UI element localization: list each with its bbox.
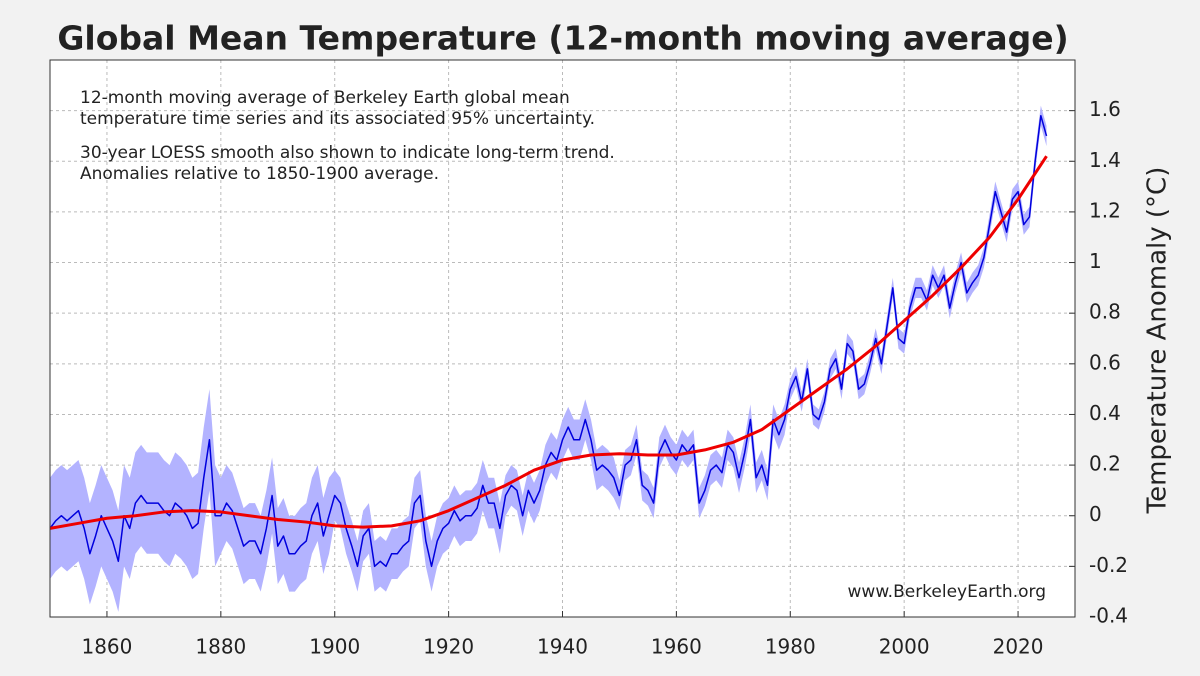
y-tick-label: 1.6	[1089, 97, 1121, 121]
chart-title: Global Mean Temperature (12-month moving…	[57, 19, 1068, 58]
x-tick-label: 1900	[309, 635, 360, 659]
y-tick-label: 0.2	[1089, 452, 1121, 476]
marks	[49, 105, 1048, 612]
x-tick-label: 2000	[879, 635, 930, 659]
source: www.BerkeleyEarth.org	[848, 582, 1046, 602]
x-tick-label: 1980	[765, 635, 816, 659]
x-tick-label: 1960	[651, 635, 702, 659]
y-tick-label: 0	[1089, 502, 1102, 526]
annotation: Anomalies relative to 1850-1900 average.	[80, 164, 439, 184]
y-tick-label: -0.2	[1089, 553, 1128, 577]
y-tick-label: 0.6	[1089, 350, 1121, 374]
y-tick-label: 0.8	[1089, 300, 1121, 324]
x-tick-label: 1880	[195, 635, 246, 659]
x-tick-label: 1920	[423, 635, 474, 659]
loess-line	[49, 155, 1048, 530]
y-axis-label: Temperature Anomaly (°C)	[1143, 167, 1173, 515]
y-tick-label: -0.4	[1089, 604, 1128, 628]
annotation: 12-month moving average of Berkeley Eart…	[80, 88, 570, 108]
y-tick-label: 1	[1089, 249, 1102, 273]
x-tick-label: 1860	[81, 635, 132, 659]
annotation: temperature time series and its associat…	[80, 109, 595, 129]
annotation: 30-year LOESS smooth also shown to indic…	[80, 143, 615, 163]
y-tick-label: 1.2	[1089, 198, 1121, 222]
y-tick-label: 1.4	[1089, 148, 1121, 172]
x-tick-label: 1940	[537, 635, 588, 659]
plot-frame	[49, 59, 1076, 618]
temperature-line	[49, 114, 1048, 568]
y-tick-label: 0.4	[1089, 401, 1121, 425]
x-tick-label: 2020	[993, 635, 1044, 659]
